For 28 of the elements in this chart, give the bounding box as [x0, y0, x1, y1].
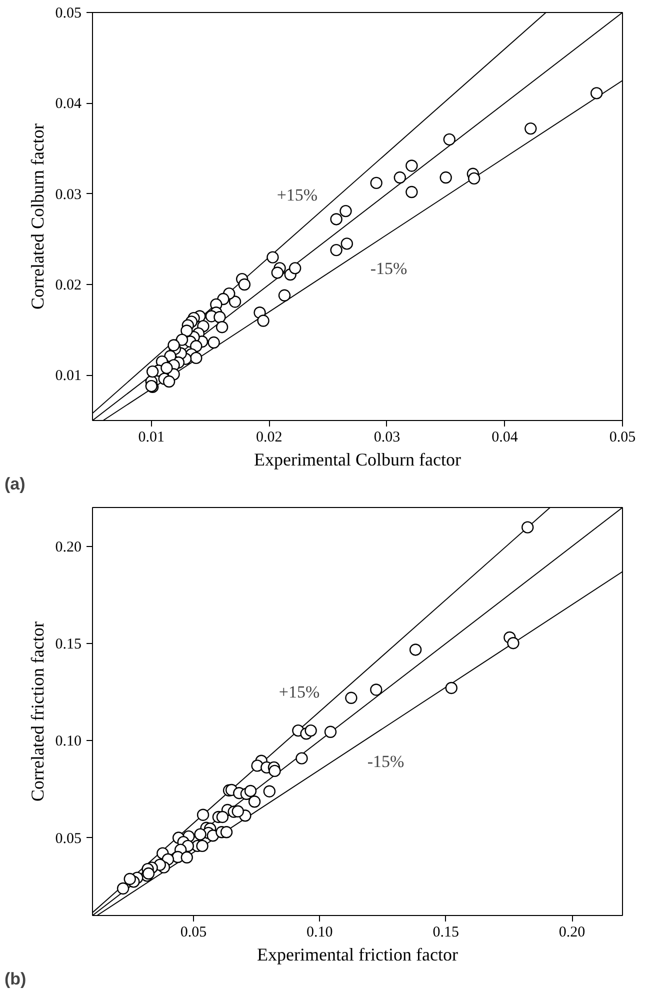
- x-tick-label: 0.03: [374, 430, 400, 446]
- y-tick-label: 0.04: [55, 96, 82, 112]
- series-label: +15%: [276, 185, 318, 204]
- x-tick-label: 0.04: [492, 430, 518, 446]
- y-tick-label: 0.05: [55, 830, 82, 847]
- y-axis-title: Correlated friction factor: [27, 622, 48, 802]
- y-tick-label: 0.20: [55, 539, 82, 556]
- x-tick-label: 0.01: [138, 430, 165, 446]
- x-tick-label: 0.15: [432, 924, 459, 940]
- series-label: +15%: [278, 682, 320, 702]
- y-tick-label: 0.10: [55, 734, 82, 750]
- x-tick-label: 0.05: [609, 430, 636, 446]
- y-tick-label: 0.05: [55, 6, 82, 22]
- x-tick-label: 0.02: [256, 430, 282, 446]
- series-label: -15%: [370, 259, 408, 278]
- x-axis-title: Experimental friction factor: [257, 944, 458, 964]
- x-tick-label: 0.10: [306, 924, 333, 940]
- x-axis-title: Experimental Colburn factor: [254, 450, 461, 470]
- y-tick-label: 0.15: [55, 636, 82, 652]
- text: (b): [4, 970, 26, 988]
- text: (a): [4, 474, 26, 494]
- y-axis-title: Correlated Colburn factor: [27, 124, 48, 310]
- y-tick-label: 0.01: [55, 368, 82, 384]
- y-tick-label: 0.03: [55, 186, 82, 203]
- x-tick-label: 0.05: [180, 924, 207, 940]
- series-label: -15%: [367, 752, 404, 772]
- x-tick-label: 0.20: [558, 924, 586, 940]
- y-tick-label: 0.02: [55, 278, 82, 294]
